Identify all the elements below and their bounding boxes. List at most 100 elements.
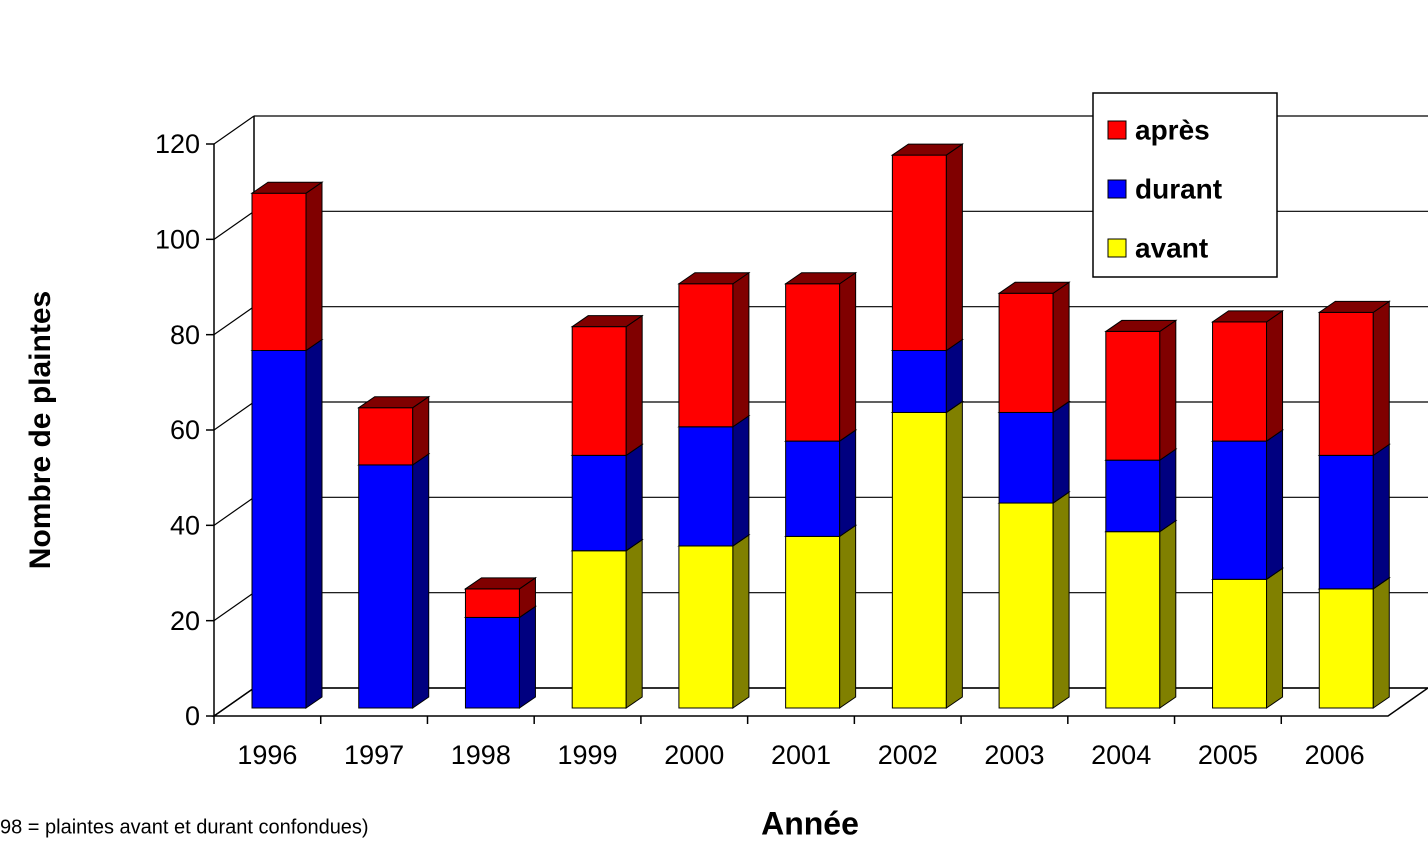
bar-face bbox=[998, 502, 1054, 709]
bar-face bbox=[945, 143, 963, 352]
bar-face bbox=[518, 605, 536, 709]
bar-segment bbox=[784, 271, 858, 443]
y-tick-label: 0 bbox=[185, 701, 200, 731]
bar-face bbox=[945, 338, 963, 414]
bar-segment bbox=[1210, 429, 1285, 581]
y-tick-label: 20 bbox=[170, 606, 200, 636]
bar-face bbox=[305, 338, 323, 709]
bar-face bbox=[784, 272, 858, 285]
bar-face bbox=[891, 350, 947, 413]
bar-face bbox=[250, 181, 324, 194]
bar-face bbox=[357, 396, 431, 409]
grid-line bbox=[213, 115, 255, 145]
bar-face bbox=[945, 400, 963, 709]
bar-face bbox=[625, 538, 643, 709]
bar-face bbox=[1317, 300, 1391, 313]
bar-face bbox=[839, 271, 857, 443]
bar-face bbox=[732, 533, 750, 709]
bar-face bbox=[358, 464, 414, 709]
bar-face bbox=[785, 440, 841, 537]
bar-segment bbox=[997, 281, 1071, 414]
legend-swatch bbox=[1107, 120, 1127, 140]
x-tick-label: 2000 bbox=[664, 740, 724, 770]
x-tick-label: 2005 bbox=[1198, 740, 1258, 770]
x-tick-label: 2001 bbox=[771, 740, 831, 770]
bar-face bbox=[464, 616, 520, 709]
bar-face bbox=[839, 524, 857, 709]
y-tick-label: 120 bbox=[155, 129, 200, 159]
bar-face bbox=[1105, 459, 1161, 533]
footnote: 98 = plaintes avant et durant confondues… bbox=[0, 816, 369, 838]
bar-segment bbox=[1104, 448, 1178, 533]
bar-face bbox=[891, 411, 947, 709]
grid-line bbox=[213, 687, 255, 717]
bar-segment bbox=[463, 576, 538, 619]
bar-segment bbox=[357, 395, 431, 466]
bar-segment bbox=[784, 524, 858, 709]
legend-label: après bbox=[1135, 114, 1210, 145]
grid-line bbox=[213, 496, 255, 526]
bar-face bbox=[1105, 531, 1161, 709]
bar-face bbox=[412, 452, 430, 709]
bar-face bbox=[1159, 519, 1177, 709]
bar-face bbox=[1104, 319, 1178, 332]
bar-segment bbox=[1317, 300, 1391, 457]
bar-face bbox=[1318, 454, 1374, 590]
bar-segment bbox=[997, 400, 1071, 504]
bar-face bbox=[1372, 443, 1390, 590]
bar-face bbox=[785, 283, 841, 442]
bar-face bbox=[1266, 309, 1284, 443]
legend-swatch bbox=[1107, 238, 1127, 258]
bar-face bbox=[839, 429, 857, 538]
x-tick-label: 2006 bbox=[1305, 740, 1365, 770]
bar-face bbox=[571, 550, 627, 709]
legend-label: avant bbox=[1135, 232, 1208, 263]
bar-face bbox=[305, 181, 323, 352]
bar-segment bbox=[1104, 519, 1178, 709]
bar-face bbox=[1105, 330, 1161, 461]
y-tick-label: 40 bbox=[170, 510, 200, 540]
bar-face bbox=[1318, 311, 1374, 456]
bar-face bbox=[998, 411, 1054, 504]
bar-segment bbox=[677, 414, 751, 547]
bar-segment bbox=[250, 181, 324, 352]
bar-segment bbox=[890, 400, 964, 709]
bar-face bbox=[464, 588, 520, 618]
bar-face bbox=[1052, 491, 1070, 709]
y-axis-title: Nombre de plaintes bbox=[24, 291, 57, 569]
x-tick-label: 1998 bbox=[451, 740, 511, 770]
bar-face bbox=[1266, 567, 1284, 709]
bar-segment bbox=[784, 429, 858, 538]
bar-face bbox=[732, 271, 750, 428]
bar-segment bbox=[677, 271, 751, 428]
bar-segment bbox=[570, 538, 644, 709]
bar-face bbox=[1372, 576, 1390, 709]
bar-face bbox=[1052, 400, 1070, 504]
y-tick-label: 60 bbox=[170, 415, 200, 445]
grid-line bbox=[213, 401, 255, 431]
x-tick-label: 1999 bbox=[558, 740, 618, 770]
bar-face bbox=[625, 314, 643, 457]
bar-face bbox=[570, 315, 644, 328]
bar-face bbox=[1266, 429, 1284, 581]
bar-face bbox=[251, 192, 307, 351]
grid-line bbox=[213, 210, 255, 240]
bar-face bbox=[998, 292, 1054, 413]
bar-face bbox=[625, 443, 643, 552]
bar-face bbox=[891, 154, 947, 351]
grid-line bbox=[213, 592, 255, 622]
bar-face bbox=[1052, 281, 1070, 414]
bar-segment bbox=[1210, 309, 1285, 443]
bar-face bbox=[785, 535, 841, 709]
bar-face bbox=[678, 545, 734, 709]
bar-face bbox=[678, 283, 734, 428]
bar-face bbox=[251, 350, 307, 709]
bar-segment bbox=[677, 533, 751, 709]
bar-segment bbox=[1210, 567, 1285, 709]
bar-segment bbox=[997, 491, 1071, 709]
bar-segment bbox=[1317, 443, 1391, 590]
bar-face bbox=[1212, 440, 1268, 580]
legend-swatch bbox=[1107, 179, 1127, 199]
